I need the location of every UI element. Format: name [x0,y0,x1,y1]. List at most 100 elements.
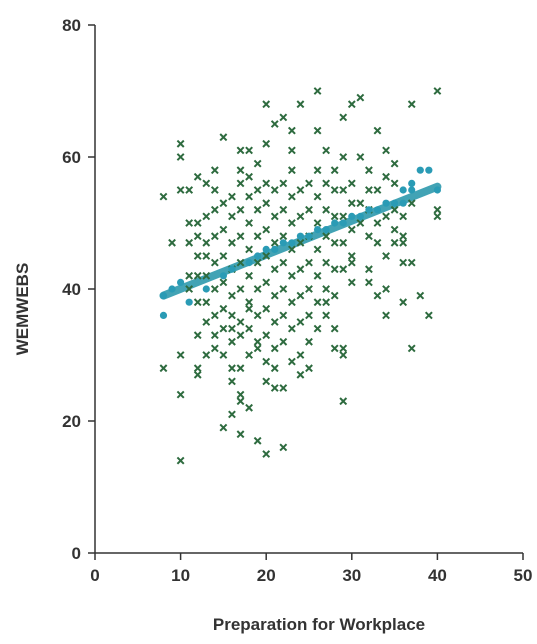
data-point-observed [416,291,425,300]
data-point-observed [433,87,442,95]
data-point-observed [193,370,202,379]
data-point-fitted [202,285,210,293]
data-point-observed [296,186,305,194]
data-point-observed [424,311,433,320]
data-point-observed [322,146,331,155]
data-point-fitted [416,166,424,174]
data-point-fitted [433,186,441,194]
data-point-observed [210,285,219,293]
data-point-observed [313,87,322,95]
data-point-observed [373,126,382,135]
data-point-observed [262,199,271,208]
data-point-observed [219,252,228,260]
data-point-observed [399,298,408,307]
data-point-fitted [408,179,416,187]
data-point-observed [262,357,271,366]
data-point-observed [330,212,339,221]
data-point-observed [210,166,219,175]
data-point-observed [228,377,236,386]
data-point-observed [202,271,211,280]
data-point-observed [236,364,245,373]
data-point-observed [236,232,245,241]
data-point-observed [373,219,382,227]
data-point-observed [287,219,296,227]
data-point-observed [347,252,356,260]
data-point-observed [365,278,373,287]
data-point-observed [356,199,365,208]
data-point-fitted [279,239,287,247]
data-point-observed [245,298,253,307]
data-point-observed [245,192,253,201]
data-point-observed [176,351,185,359]
data-point-observed [270,120,279,128]
y-axis-title: WEMWEBS [13,263,32,356]
data-point-observed [433,212,442,221]
data-point-fitted [228,265,236,273]
data-point-observed [245,219,253,227]
data-point-fitted [331,219,339,227]
data-point-observed [202,238,211,247]
data-point-observed [330,324,339,333]
data-point-observed [185,285,194,293]
data-point-observed [330,238,339,247]
data-point-observed [253,232,262,241]
data-point-observed [245,351,253,359]
data-point-observed [305,179,313,188]
data-point-observed [236,331,245,340]
data-point-observed [407,100,416,109]
data-point-observed [279,179,288,188]
data-point-observed [228,324,236,333]
data-point-observed [365,186,373,194]
data-point-observed [382,172,390,181]
data-point-observed [313,298,322,307]
data-point-observed [399,232,408,241]
data-point-observed [347,199,356,208]
y-tick-label: 80 [62,16,81,35]
data-point-observed [253,186,262,194]
data-point-observed [339,153,348,161]
data-point-observed [210,258,219,267]
data-point-observed [253,337,262,346]
data-point-observed [399,258,408,267]
data-point-fitted [177,278,185,286]
data-point-observed [262,225,271,234]
data-point-observed [433,205,442,214]
data-point-observed [219,199,228,208]
data-point-observed [236,205,245,214]
x-tick-label: 30 [342,566,361,585]
data-point-observed [313,166,322,175]
data-point-observed [262,331,271,340]
data-point-observed [236,179,245,188]
data-point-observed [202,252,211,260]
data-point-fitted [356,212,364,220]
data-point-observed [322,311,331,320]
data-point-observed [253,285,262,293]
data-point-observed [270,364,279,373]
data-point-observed [245,304,253,313]
data-point-observed [228,238,236,247]
data-point-observed [228,192,236,201]
data-point-fitted [399,199,407,207]
data-point-observed [313,324,322,333]
data-point-observed [296,265,305,274]
data-point-observed [296,351,305,359]
data-point-fitted [159,311,168,319]
data-point-observed [176,390,185,399]
data-point-observed [193,331,202,340]
data-point-observed [236,146,245,155]
data-point-fitted [168,285,176,293]
data-point-observed [390,159,399,168]
x-tick-label: 10 [171,566,190,585]
data-point-observed [210,232,219,241]
data-point-fitted [365,206,373,214]
data-point-observed [365,265,373,274]
data-point-observed [287,166,296,175]
data-point-observed [262,278,271,287]
data-point-observed [193,232,202,241]
data-point-observed [287,146,296,155]
data-point-observed [382,252,390,260]
data-point-observed [339,265,348,274]
data-point-fitted [245,259,253,267]
data-point-observed [262,304,271,313]
